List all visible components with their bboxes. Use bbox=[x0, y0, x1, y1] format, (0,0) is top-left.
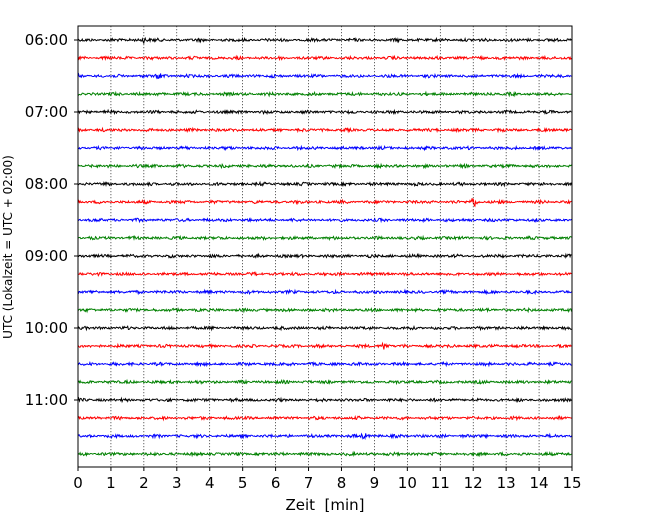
y-axis-label: UTC (Lokalzeit = UTC + 02:00) bbox=[1, 155, 15, 339]
trace-line bbox=[77, 54, 572, 62]
trace-line bbox=[77, 270, 572, 277]
y-tick-label: 06:00 bbox=[25, 31, 68, 49]
plot-frame bbox=[77, 25, 573, 468]
trace-line bbox=[77, 307, 572, 314]
trace-line bbox=[77, 396, 572, 404]
x-tick-label: 9 bbox=[370, 474, 380, 492]
x-tick-label: 3 bbox=[172, 474, 182, 492]
y-tick-label: 11:00 bbox=[25, 391, 68, 409]
trace-line bbox=[77, 108, 572, 116]
seismogram-traces bbox=[77, 36, 572, 458]
y-tick-label: 09:00 bbox=[25, 247, 68, 265]
trace-line bbox=[77, 126, 572, 134]
trace-line bbox=[77, 341, 572, 350]
x-tick-label: 12 bbox=[464, 474, 483, 492]
x-tick-label: 14 bbox=[530, 474, 549, 492]
trace-line bbox=[77, 90, 572, 98]
x-tick-label: 13 bbox=[497, 474, 516, 492]
x-tick-label: 1 bbox=[106, 474, 116, 492]
x-tick-label: 8 bbox=[337, 474, 347, 492]
trace-line bbox=[77, 180, 572, 188]
trace-line bbox=[77, 360, 572, 368]
trace-line bbox=[77, 450, 572, 458]
x-tick-label: 10 bbox=[398, 474, 417, 492]
trace-line bbox=[77, 162, 572, 170]
y-tick-label: 07:00 bbox=[25, 103, 68, 121]
trace-line bbox=[77, 252, 572, 259]
trace-line bbox=[77, 144, 572, 152]
x-tick-label: 2 bbox=[139, 474, 149, 492]
x-ticks: 0 1 2 3 4 5 6 7 8 9 10 11 12 13 14 15 bbox=[73, 467, 582, 492]
trace-line bbox=[77, 414, 572, 422]
trace-line bbox=[77, 234, 572, 242]
x-tick-label: 7 bbox=[304, 474, 314, 492]
trace-line bbox=[77, 288, 572, 296]
x-tick-label: 15 bbox=[562, 474, 581, 492]
x-axis-label: Zeit [min] bbox=[285, 496, 364, 514]
y-ticks: 06:00 07:00 08:00 09:00 10:00 11:00 bbox=[25, 31, 78, 409]
trace-line bbox=[77, 432, 572, 441]
x-tick-label: 4 bbox=[205, 474, 215, 492]
trace-line bbox=[77, 72, 572, 80]
x-tick-label: 5 bbox=[238, 474, 248, 492]
x-tick-label: 6 bbox=[271, 474, 281, 492]
trace-line bbox=[77, 36, 572, 45]
trace-line bbox=[77, 217, 572, 224]
trace-line bbox=[77, 378, 572, 386]
x-tick-label: 11 bbox=[431, 474, 450, 492]
y-tick-label: 10:00 bbox=[25, 319, 68, 337]
trace-line bbox=[77, 325, 572, 332]
trace-line bbox=[77, 198, 572, 208]
y-tick-label: 08:00 bbox=[25, 175, 68, 193]
x-tick-label: 0 bbox=[73, 474, 83, 492]
